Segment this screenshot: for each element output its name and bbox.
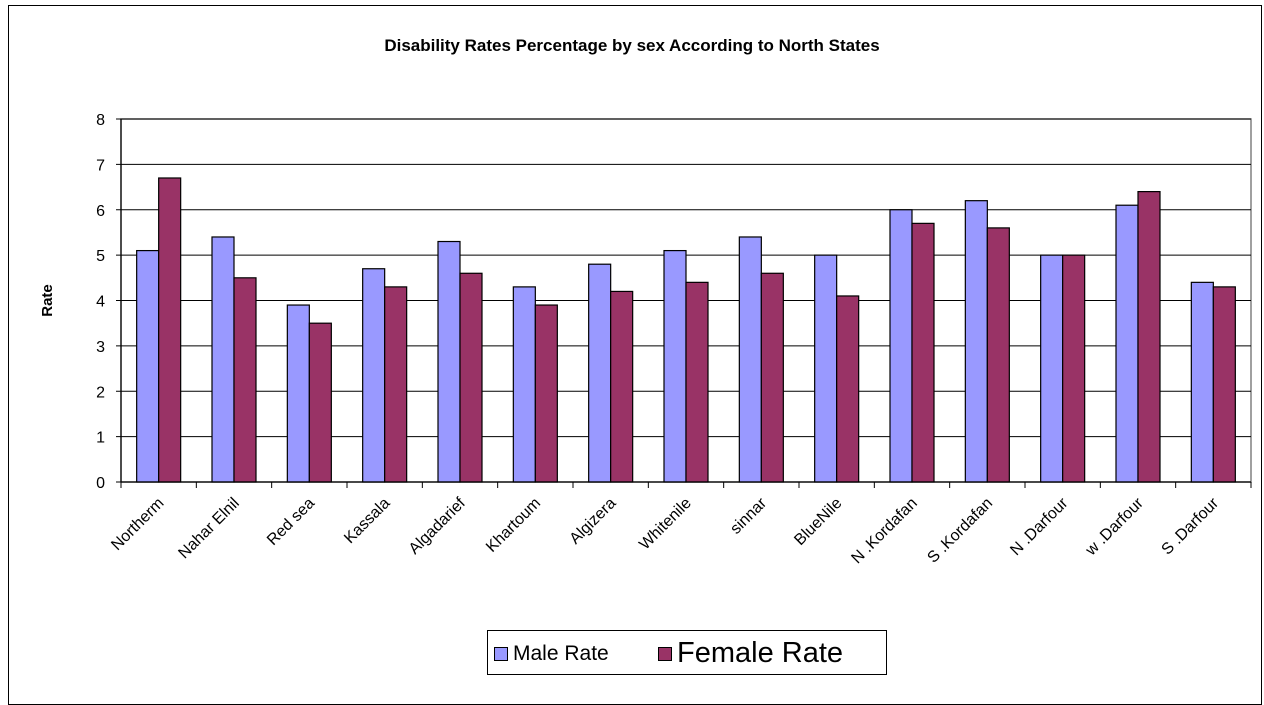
y-tick-label: 4 [96,294,105,311]
bar-male [1115,204,1139,483]
x-tick-label: N .Darfour [1007,494,1072,559]
legend-label-male: Male Rate [513,641,609,665]
y-tick-label: 7 [96,157,105,174]
bar-male [738,236,762,483]
bar-male [136,249,160,483]
bar-female [760,272,784,483]
bar-female [233,277,257,483]
bar-female [384,286,408,483]
x-tick-label: Whitenile [636,495,695,554]
bar-male [211,236,235,483]
x-tick-label: BlueNile [791,495,845,549]
y-tick-label: 2 [96,384,105,401]
x-tick-label: Khartoum [483,495,544,556]
x-tick-label: Kassala [341,495,393,547]
bar-female [1212,286,1236,483]
bar-female [534,304,558,483]
y-tick-label: 5 [96,248,105,265]
bar-male [814,254,838,483]
x-tick-label: S .Kordafan [924,495,996,567]
bar-male [286,304,310,483]
x-tick-label: w .Darfour [1082,494,1147,559]
bar-female [1062,254,1086,483]
y-tick-label: 1 [96,430,105,447]
x-tick-label: Algadarief [406,494,469,557]
x-tick-label: N .Kordafan [848,495,920,567]
bar-male [663,249,687,483]
bar-female [986,227,1010,483]
bar-male [437,240,461,483]
x-tick-label: Northerm [108,495,167,554]
bar-male [1190,281,1214,483]
legend: Male Rate Female Rate [487,630,887,675]
x-tick-label: S .Darfour [1159,494,1223,558]
bar-female [836,295,860,483]
bar-male [889,209,913,483]
bar-female [685,281,709,483]
bar-female [308,322,332,483]
x-tick-label: Algizera [567,495,620,548]
bar-female [911,222,935,483]
legend-swatch-male [494,646,508,661]
bar-chart: 0 1 2 3 4 5 6 7 8 Rate Northerm Nahar Elnil Red sea K… [39,112,1252,567]
bar-male [588,263,612,483]
y-tick-label: 0 [96,475,105,492]
chart-title: Disability Rates Percentage by sex Accor… [384,36,880,55]
bar-female [158,177,182,483]
x-tick-label: Red sea [264,495,318,549]
y-tick-label: 6 [96,203,105,220]
bar-male [512,286,536,483]
y-tick-label: 8 [96,112,105,129]
bar-female [610,290,634,483]
x-tick-label: Nahar Elnil [175,495,242,562]
bar-male [1040,254,1064,483]
bar-female [459,272,483,483]
x-tick-label: sinnar [727,494,770,537]
legend-item-male: Male Rate [494,631,609,676]
bar-female [1137,191,1161,483]
y-axis-title: Rate [39,284,56,317]
bar-male [964,200,988,483]
y-tick-label: 3 [96,339,105,356]
legend-label-female: Female Rate [677,637,844,669]
legend-item-female: Female Rate [658,631,843,676]
legend-swatch-female [658,646,672,661]
bar-male [362,268,386,483]
